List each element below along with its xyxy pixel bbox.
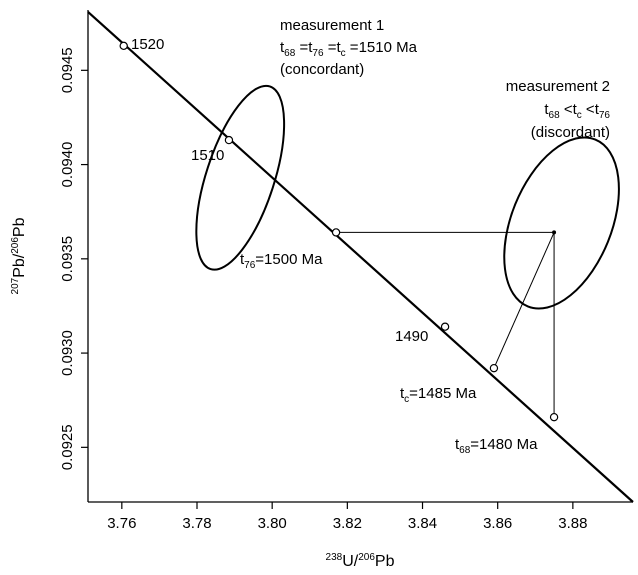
m1-equation: t68 =t76 =tc =1510 Ma <box>280 39 418 59</box>
concordia-marker <box>489 363 499 373</box>
construction-lines <box>336 230 557 418</box>
x-axis-title-part2: Pb <box>375 553 395 570</box>
x-tick-label: 3.76 <box>107 515 136 532</box>
y-axis-title-part2: Pb <box>11 217 28 237</box>
m1-note: (concordant) <box>280 61 364 78</box>
x-tick-label: 3.82 <box>333 515 362 532</box>
concordia-line-group <box>87 11 634 503</box>
y-axis-title-sup1: 207 <box>10 277 21 294</box>
concordia-marker <box>119 41 128 51</box>
error-ellipses <box>195 84 620 310</box>
y-axis-title-part1: Pb/ <box>11 253 28 278</box>
concordia-marker <box>440 322 450 331</box>
m2-equation: t68 <tc <t76 <box>544 101 610 121</box>
x-tick-label: 3.84 <box>408 515 437 532</box>
y-tick-label: 0.0925 <box>59 424 76 470</box>
x-tick-label: 3.78 <box>182 515 211 532</box>
label-tc: tc=1485 Ma <box>400 385 477 405</box>
label-1510: 1510 <box>191 147 224 164</box>
concordia-marker <box>549 412 559 422</box>
concordia-markers <box>119 41 559 422</box>
label-1520: 1520 <box>131 36 164 53</box>
y-axis-title-sup2: 206 <box>10 237 21 254</box>
x-axis-title-sup1: 238 <box>326 552 343 563</box>
x-tick-label: 3.86 <box>483 515 512 532</box>
ellipse-measurement-2 <box>503 136 620 310</box>
y-tick-label: 0.0945 <box>59 47 76 93</box>
y-tick-label: 0.0930 <box>59 330 76 376</box>
measurement-1-annotation: measurement 1 t68 =t76 =tc =1510 Ma (con… <box>280 17 418 78</box>
x-ticks: 3.76 3.78 3.80 3.82 3.84 3.86 3.88 <box>107 502 587 532</box>
concordia-marker <box>331 228 341 237</box>
x-tick-label: 3.80 <box>258 515 287 532</box>
concordia-line <box>87 11 634 503</box>
axes <box>87 10 633 503</box>
measurement-2-point <box>552 230 557 235</box>
y-ticks: 0.0925 0.0930 0.0935 0.0940 0.0945 <box>59 47 88 470</box>
y-tick-label: 0.0940 <box>59 142 76 188</box>
line-to-tc <box>493 232 555 369</box>
label-t76: t76=1500 Ma <box>240 251 323 271</box>
label-t68: t68=1480 Ma <box>455 436 538 456</box>
x-axis-title-sup2: 206 <box>358 552 375 563</box>
m1-title: measurement 1 <box>280 17 384 34</box>
x-axis-title-part1: U/ <box>342 553 359 570</box>
m2-note: (discordant) <box>531 124 610 141</box>
x-axis-title: 238U/206Pb <box>326 552 395 570</box>
y-tick-label: 0.0935 <box>59 236 76 282</box>
x-tick-label: 3.88 <box>558 515 587 532</box>
ellipse-measurement-1 <box>195 84 286 271</box>
m2-title: measurement 2 <box>506 78 610 95</box>
measurement-2-annotation: measurement 2 t68 <tc <t76 (discordant) <box>506 78 611 141</box>
label-1490: 1490 <box>395 328 428 345</box>
y-axis-title: 207Pb/206Pb <box>10 217 28 294</box>
concordia-marker <box>224 135 234 145</box>
